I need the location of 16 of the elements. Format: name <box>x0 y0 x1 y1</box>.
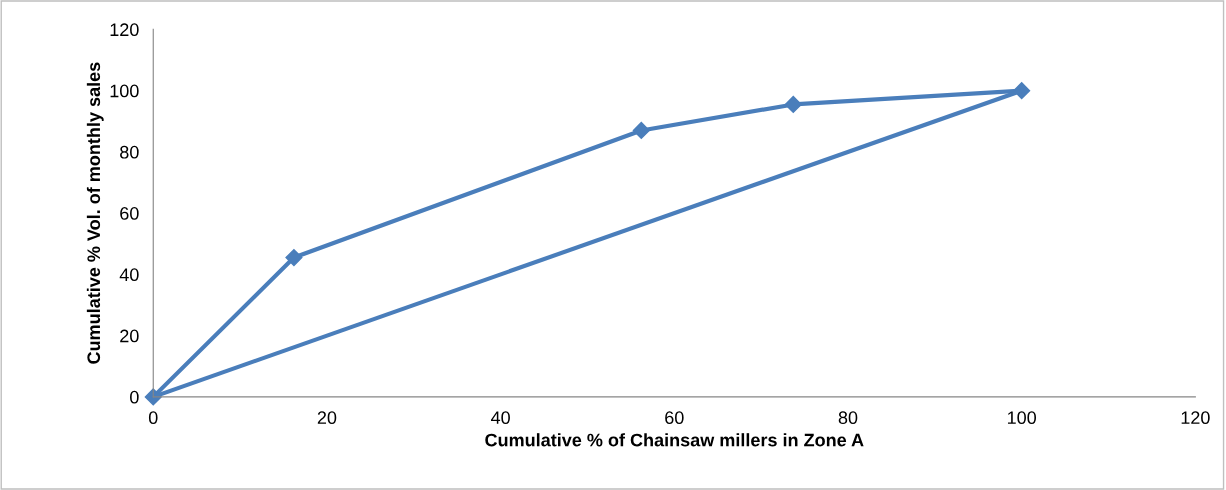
x-tick-label: 100 <box>1007 411 1037 425</box>
y-tick-label: 40 <box>119 268 139 282</box>
x-tick-label: 60 <box>665 411 684 425</box>
y-tick-label: 0 <box>130 390 139 404</box>
y-tick-label: 20 <box>120 329 139 343</box>
x-tick-label: 120 <box>1181 411 1210 425</box>
x-tick-label: 80 <box>838 411 858 425</box>
y-tick-label: 120 <box>110 23 139 37</box>
x-tick-label: 0 <box>148 411 158 425</box>
x-tick-label: 20 <box>317 411 337 425</box>
x-tick-label: 40 <box>490 411 510 425</box>
y-tick-label: 60 <box>120 207 139 220</box>
y-axis-title: Cumulative % Vol. of monthly sales <box>86 62 104 364</box>
y-tick-label: 100 <box>110 84 139 98</box>
y-tick-label: 80 <box>120 145 139 159</box>
x-axis-title: Cumulative % of Chainsaw millers in Zone A <box>485 433 864 447</box>
